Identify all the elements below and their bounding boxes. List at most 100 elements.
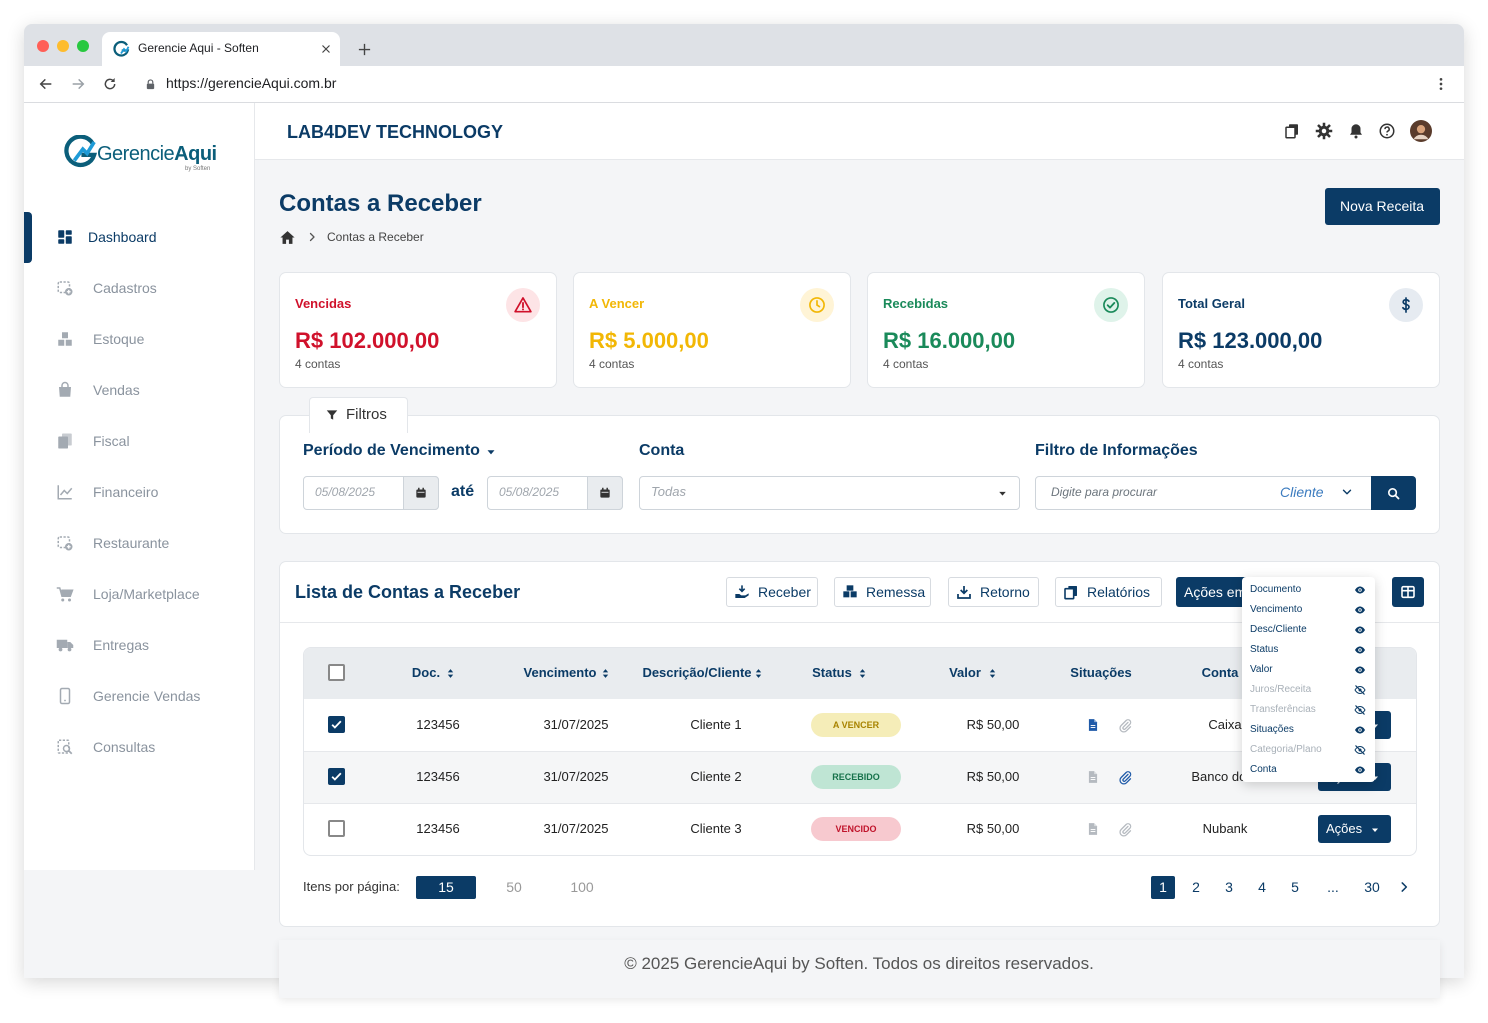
- reload-button[interactable]: [102, 76, 118, 92]
- row-actions-label[interactable]: Ações: [1326, 821, 1363, 836]
- next-page[interactable]: [1397, 880, 1411, 894]
- new-button-label[interactable]: Nova Receita: [1339, 198, 1425, 214]
- menu-icon[interactable]: [56, 381, 74, 399]
- new-button[interactable]: [1325, 188, 1440, 225]
- page-active[interactable]: [1151, 876, 1175, 899]
- search-field[interactable]: Cliente: [1280, 484, 1324, 500]
- toolbar-button-label[interactable]: Retorno: [980, 584, 1030, 600]
- sort-icon[interactable]: [986, 667, 999, 680]
- menu-icon[interactable]: [56, 330, 74, 348]
- toolbar-button[interactable]: [726, 577, 818, 607]
- settings-icon[interactable]: [1315, 122, 1333, 140]
- column-header[interactable]: Status: [812, 665, 852, 680]
- page-size-active[interactable]: [416, 876, 476, 899]
- window-control[interactable]: [37, 40, 49, 52]
- menu-icon[interactable]: [56, 432, 74, 450]
- column-header[interactable]: Doc.: [411, 665, 441, 680]
- browser-tab[interactable]: [102, 32, 340, 66]
- visibility-icon[interactable]: [1354, 644, 1366, 656]
- search-button[interactable]: [1371, 476, 1416, 510]
- back-button[interactable]: [38, 76, 54, 92]
- bulk-actions-label[interactable]: Ações em: [1184, 584, 1247, 600]
- page-number[interactable]: 2: [1192, 879, 1200, 895]
- column-menu-item[interactable]: Desc/Cliente: [1250, 624, 1307, 635]
- column-header[interactable]: Descrição/Cliente: [642, 665, 752, 680]
- menu-item[interactable]: Entregas: [93, 637, 150, 653]
- page-number[interactable]: 30: [1364, 879, 1380, 895]
- document-icon[interactable]: [1086, 770, 1100, 784]
- sort-icon[interactable]: [752, 667, 765, 680]
- column-header[interactable]: Vencimento: [523, 665, 597, 680]
- visibility-icon[interactable]: [1354, 724, 1366, 736]
- page-number[interactable]: 5: [1291, 879, 1299, 895]
- menu-item[interactable]: Estoque: [93, 331, 145, 347]
- page-size-option[interactable]: 100: [570, 879, 594, 895]
- page-size-option[interactable]: 15: [438, 879, 454, 895]
- page-number[interactable]: 3: [1225, 879, 1233, 895]
- sort-icon[interactable]: [856, 667, 869, 680]
- menu-item[interactable]: Consultas: [93, 739, 156, 755]
- menu-icon[interactable]: [56, 636, 74, 654]
- window-control[interactable]: [57, 40, 69, 52]
- menu-icon[interactable]: [56, 585, 74, 603]
- menu-item[interactable]: Restaurante: [93, 535, 170, 551]
- filters-tab-label[interactable]: Filtros: [346, 406, 387, 423]
- column-menu-item[interactable]: Status: [1250, 644, 1279, 655]
- page-number[interactable]: 4: [1258, 879, 1266, 895]
- menu-icon[interactable]: [56, 279, 74, 297]
- attachment-icon[interactable]: [1118, 770, 1133, 785]
- search-field-chevron[interactable]: [1340, 485, 1354, 499]
- column-menu-item[interactable]: Categoria/Plano: [1250, 744, 1322, 755]
- breadcrumb-home[interactable]: [279, 229, 296, 246]
- attachment-icon[interactable]: [1118, 718, 1133, 733]
- browser-menu[interactable]: [1433, 76, 1449, 92]
- menu-icon[interactable]: [56, 534, 74, 552]
- menu-icon[interactable]: [56, 738, 74, 756]
- column-header[interactable]: Valor: [949, 665, 981, 680]
- user-avatar[interactable]: [1410, 120, 1432, 142]
- notification-icon[interactable]: [1347, 122, 1365, 140]
- toolbar-button[interactable]: [834, 577, 931, 607]
- column-menu-item[interactable]: Juros/Receita: [1250, 684, 1312, 695]
- copy-icon[interactable]: [1283, 122, 1301, 140]
- header-checkbox[interactable]: [328, 664, 345, 681]
- column-menu-item[interactable]: Vencimento: [1250, 604, 1303, 615]
- forward-button[interactable]: [70, 76, 86, 92]
- menu-item[interactable]: Financeiro: [93, 484, 159, 500]
- account-select[interactable]: [639, 476, 1020, 510]
- menu-item[interactable]: Gerencie Vendas: [93, 688, 201, 704]
- new-tab[interactable]: [357, 42, 372, 57]
- period-caret[interactable]: [484, 445, 498, 459]
- column-menu-item[interactable]: Documento: [1250, 584, 1302, 595]
- attachment-icon[interactable]: [1118, 822, 1133, 837]
- url[interactable]: https://gerencieAqui.com.br: [166, 75, 337, 91]
- column-menu-item[interactable]: Conta: [1250, 764, 1277, 775]
- visibility-icon[interactable]: [1354, 684, 1366, 696]
- visibility-icon[interactable]: [1354, 624, 1366, 636]
- visibility-icon[interactable]: [1354, 664, 1366, 676]
- row-actions-button[interactable]: [1318, 815, 1391, 843]
- document-icon[interactable]: [1086, 822, 1100, 836]
- visibility-icon[interactable]: [1354, 704, 1366, 716]
- help-icon[interactable]: [1378, 122, 1396, 140]
- toolbar-button-label[interactable]: Remessa: [866, 584, 926, 600]
- search-input[interactable]: [1035, 476, 1416, 510]
- menu-item[interactable]: Dashboard: [88, 229, 157, 245]
- window-control[interactable]: [77, 40, 89, 52]
- page-number[interactable]: ...: [1327, 879, 1339, 895]
- row-checkbox[interactable]: [328, 820, 345, 837]
- visibility-icon[interactable]: [1354, 764, 1366, 776]
- tab-close[interactable]: [320, 43, 332, 55]
- menu-item[interactable]: Vendas: [93, 382, 140, 398]
- menu-icon[interactable]: [56, 687, 74, 705]
- sort-icon[interactable]: [444, 667, 457, 680]
- menu-item[interactable]: Fiscal: [93, 433, 130, 449]
- visibility-icon[interactable]: [1354, 604, 1366, 616]
- menu-icon[interactable]: [56, 483, 74, 501]
- toolbar-button-label[interactable]: Relatórios: [1087, 584, 1151, 600]
- visibility-icon[interactable]: [1354, 584, 1366, 596]
- filters-tab[interactable]: [309, 397, 408, 433]
- toolbar-button-label[interactable]: Receber: [758, 584, 811, 600]
- column-menu-item[interactable]: Valor: [1250, 664, 1273, 675]
- document-icon[interactable]: [1086, 718, 1100, 732]
